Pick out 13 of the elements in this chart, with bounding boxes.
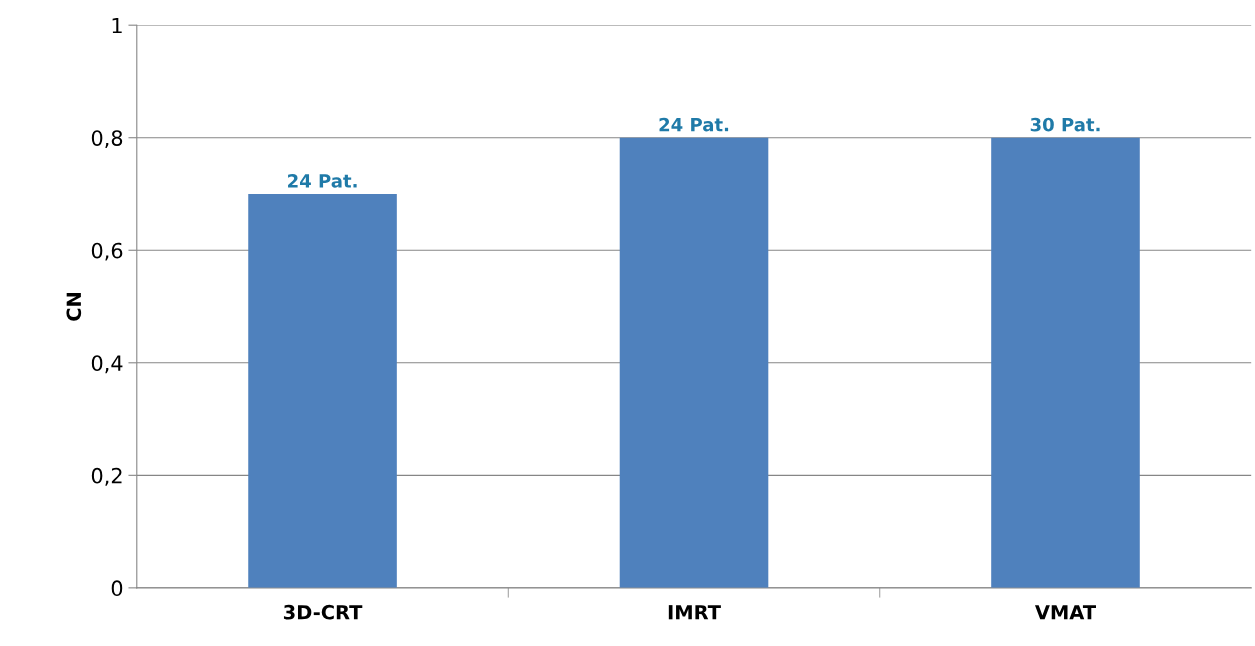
y-tick-label: 0,2: [91, 467, 122, 486]
y-axis-title: CN: [66, 293, 82, 321]
y-tick-label: 0,6: [91, 242, 123, 261]
x-tick-label: VMAT: [1034, 605, 1096, 620]
annotation: 24 Pat.: [288, 174, 357, 188]
annotation: 30 Pat.: [1030, 117, 1100, 132]
x-tick-label: IMRT: [668, 605, 721, 620]
y-tick-label: 0,8: [91, 130, 123, 149]
annotation: 24 Pat.: [659, 117, 729, 132]
y-tick-label: 0,4: [91, 355, 123, 374]
y-tick-label: 1: [112, 17, 122, 34]
y-tick-label: 0: [111, 580, 123, 597]
x-tick-label: 3D-CRT: [283, 604, 363, 620]
